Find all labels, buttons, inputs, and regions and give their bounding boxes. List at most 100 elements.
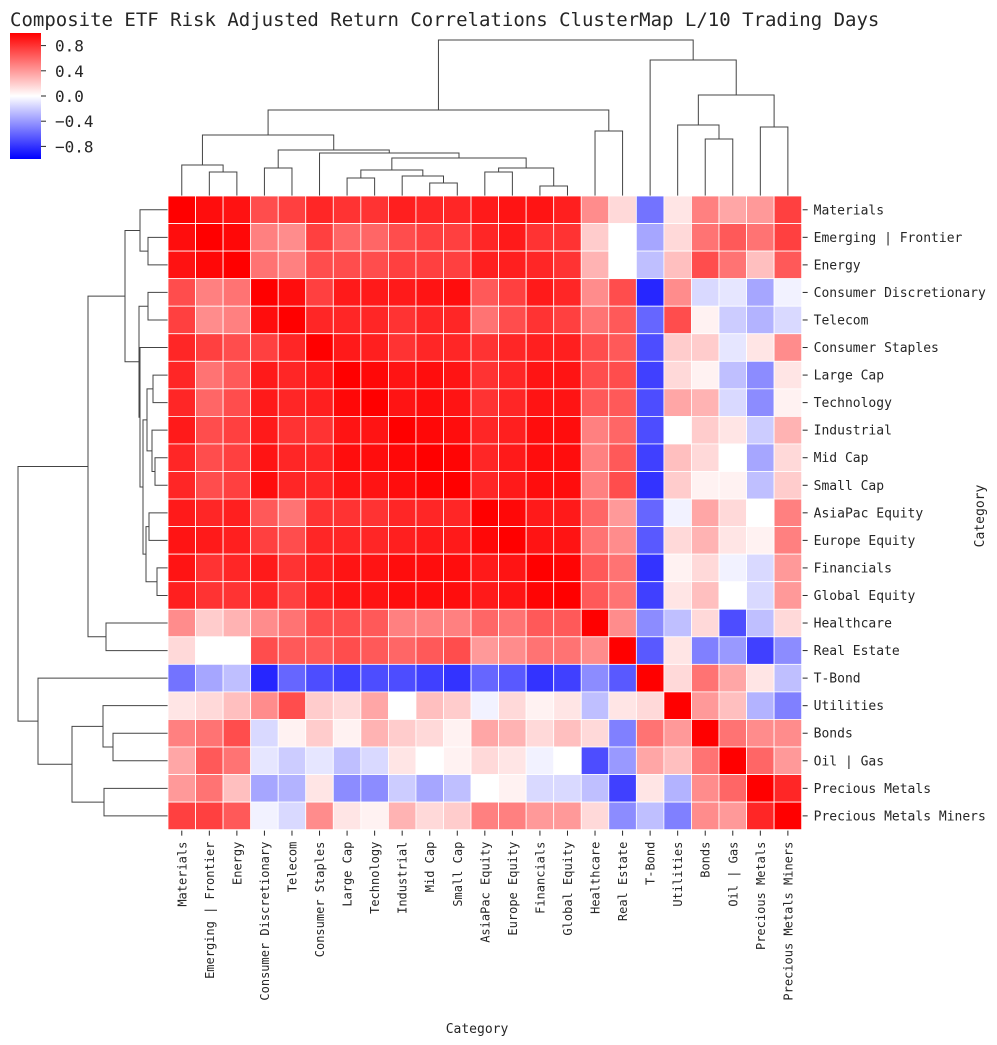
heatmap-cell-bonds--emerging-frontier bbox=[195, 719, 224, 748]
heatmap-cell-t-bond--precious-metals-miners bbox=[773, 663, 803, 693]
row-label-asiapac-equity: AsiaPac Equity bbox=[814, 506, 924, 521]
heatmap-cell-technology--real-estate bbox=[608, 388, 637, 417]
heatmap-cell-asiapac-equity--emerging-frontier bbox=[195, 498, 224, 527]
heatmap-cell-global-equity--global-equity bbox=[553, 581, 582, 610]
heatmap-cell-large-cap--consumer-staples bbox=[305, 360, 334, 390]
row-dendro-link bbox=[152, 374, 168, 404]
heatmap-cell-precious-metals-miners--industrial bbox=[387, 801, 417, 831]
heatmap-cell-emerging-frontier--technology bbox=[360, 223, 389, 252]
heatmap-cell-t-bond--mid-cap bbox=[415, 663, 444, 693]
row-dendro-link bbox=[17, 465, 88, 722]
heatmap-cell-t-bond--consumer-discretionary bbox=[250, 663, 279, 693]
heatmap-cell-healthcare--industrial bbox=[387, 608, 417, 638]
heatmap-cell-telecom--utilities bbox=[663, 305, 692, 335]
heatmap-cell-financials--global-equity bbox=[553, 553, 582, 583]
heatmap-cell-healthcare--energy bbox=[222, 608, 252, 638]
heatmap-cell-emerging-frontier--consumer-staples bbox=[305, 223, 334, 252]
heatmap-cell-industrial--industrial bbox=[387, 415, 417, 445]
heatmap-cell-bonds--materials bbox=[167, 719, 196, 748]
heatmap-cell-precious-metals-miners--healthcare bbox=[580, 801, 610, 831]
heatmap-cell-small-cap--healthcare bbox=[580, 471, 610, 500]
heatmap-cell-real-estate--energy bbox=[222, 636, 252, 665]
heatmap-cell-healthcare--oil-gas bbox=[718, 608, 747, 638]
heatmap-cell-utilities--t-bond bbox=[635, 691, 665, 720]
heatmap-cell-energy--oil-gas bbox=[718, 250, 747, 280]
heatmap-cell-financials--precious-metals bbox=[746, 553, 775, 583]
heatmap-cell-asiapac-equity--global-equity bbox=[553, 498, 582, 527]
heatmap-cell-t-bond--asiapac-equity bbox=[470, 663, 499, 693]
heatmap-cell-consumer-discretionary--real-estate bbox=[608, 278, 637, 307]
heatmap-cell-technology--financials bbox=[525, 388, 555, 417]
col-dendro-link bbox=[484, 171, 513, 196]
row-label-industrial: Industrial bbox=[814, 424, 892, 439]
heatmap-cell-bonds--real-estate bbox=[608, 719, 637, 748]
col-dendro-link bbox=[649, 59, 737, 196]
heatmap-cell-mid-cap--financials bbox=[525, 443, 555, 472]
heatmap-cell-energy--healthcare bbox=[580, 250, 610, 280]
heatmap-cell-real-estate--telecom bbox=[277, 636, 307, 665]
heatmap-cell-precious-metals--financials bbox=[525, 774, 555, 803]
col-dendro-link bbox=[697, 94, 775, 127]
heatmap-cell-europe-equity--emerging-frontier bbox=[195, 526, 224, 555]
heatmap-cell-telecom--technology bbox=[360, 305, 389, 335]
heatmap-cell-telecom--real-estate bbox=[608, 305, 637, 335]
heatmap-cell-real-estate--bonds bbox=[691, 636, 720, 665]
heatmap-cell-oil-gas--emerging-frontier bbox=[195, 746, 224, 775]
heatmap-cell-consumer-discretionary--materials bbox=[167, 278, 196, 307]
heatmap-cell-large-cap--oil-gas bbox=[718, 360, 747, 390]
heatmap-cell-healthcare--mid-cap bbox=[415, 608, 444, 638]
row-dendro-link bbox=[71, 725, 104, 803]
row-dendro-link bbox=[139, 209, 168, 252]
heatmap-cell-precious-metals--bonds bbox=[691, 774, 720, 803]
heatmap-cell-asiapac-equity--industrial bbox=[387, 498, 417, 527]
heatmap-cell-financials--t-bond bbox=[635, 553, 665, 583]
heatmap-cell-consumer-staples--t-bond bbox=[635, 333, 665, 362]
heatmap-cell-telecom--asiapac-equity bbox=[470, 305, 499, 335]
heatmap-cell-bonds--asiapac-equity bbox=[470, 719, 499, 748]
heatmap-cell-precious-metals-miners--asiapac-equity bbox=[470, 801, 499, 831]
heatmap-cell-emerging-frontier--bonds bbox=[691, 223, 720, 252]
col-label-mid-cap: Mid Cap bbox=[423, 842, 437, 893]
heatmap-cell-bonds--technology bbox=[360, 719, 389, 748]
heatmap-cell-t-bond--consumer-staples bbox=[305, 663, 334, 693]
heatmap-cell-small-cap--asiapac-equity bbox=[470, 471, 499, 500]
chart-title: Composite ETF Risk Adjusted Return Corre… bbox=[10, 9, 879, 31]
heatmap-cell-small-cap--bonds bbox=[691, 471, 720, 500]
col-dendro-link bbox=[429, 182, 458, 196]
heatmap-cell-mid-cap--industrial bbox=[387, 443, 417, 472]
heatmap-cell-telecom--telecom bbox=[277, 305, 307, 335]
heatmap-cell-small-cap--consumer-staples bbox=[305, 471, 334, 500]
heatmap-cell-utilities--oil-gas bbox=[718, 691, 747, 720]
heatmap-cell-global-equity--bonds bbox=[691, 581, 720, 610]
col-label-energy: Energy bbox=[230, 842, 244, 885]
col-dendro-link bbox=[208, 171, 238, 196]
heatmap-cell-precious-metals--small-cap bbox=[443, 774, 472, 803]
heatmap-cell-healthcare--small-cap bbox=[443, 608, 472, 638]
heatmap-cell-healthcare--real-estate bbox=[608, 608, 637, 638]
heatmap-cell-consumer-staples--europe-equity bbox=[498, 333, 527, 362]
heatmap-cell-t-bond--bonds bbox=[691, 663, 720, 693]
heatmap-cell-financials--telecom bbox=[277, 553, 307, 583]
heatmap-cell-large-cap--emerging-frontier bbox=[195, 360, 224, 390]
heatmap-cell-utilities--bonds bbox=[691, 691, 720, 720]
col-label-financials: Financials bbox=[533, 842, 547, 914]
heatmap-cell-precious-metals--healthcare bbox=[580, 774, 610, 803]
heatmap-cell-financials--consumer-discretionary bbox=[250, 553, 279, 583]
heatmap-cell-energy--materials bbox=[167, 250, 196, 280]
heatmap-cell-industrial--consumer-discretionary bbox=[250, 415, 279, 445]
heatmap-cell-healthcare--precious-metals-miners bbox=[773, 608, 803, 638]
heatmap-cell-precious-metals-miners--materials bbox=[167, 801, 196, 831]
heatmap-cell-global-equity--t-bond bbox=[635, 581, 665, 610]
heatmap-cell-consumer-staples--technology bbox=[360, 333, 389, 362]
heatmap-cell-emerging-frontier--global-equity bbox=[553, 223, 582, 252]
heatmap-cell-financials--precious-metals-miners bbox=[773, 553, 803, 583]
heatmap-cell-consumer-discretionary--emerging-frontier bbox=[195, 278, 224, 307]
heatmap-cell-real-estate--technology bbox=[360, 636, 389, 665]
heatmap-cell-consumer-discretionary--technology bbox=[360, 278, 389, 307]
heatmap-cell-global-equity--utilities bbox=[663, 581, 692, 610]
heatmap-cell-utilities--small-cap bbox=[443, 691, 472, 720]
row-label-precious-metals: Precious Metals bbox=[814, 782, 931, 797]
row-label-small-cap: Small Cap bbox=[814, 479, 885, 494]
heatmap-cell-technology--bonds bbox=[691, 388, 720, 417]
heatmap-cell-oil-gas--materials bbox=[167, 746, 196, 775]
